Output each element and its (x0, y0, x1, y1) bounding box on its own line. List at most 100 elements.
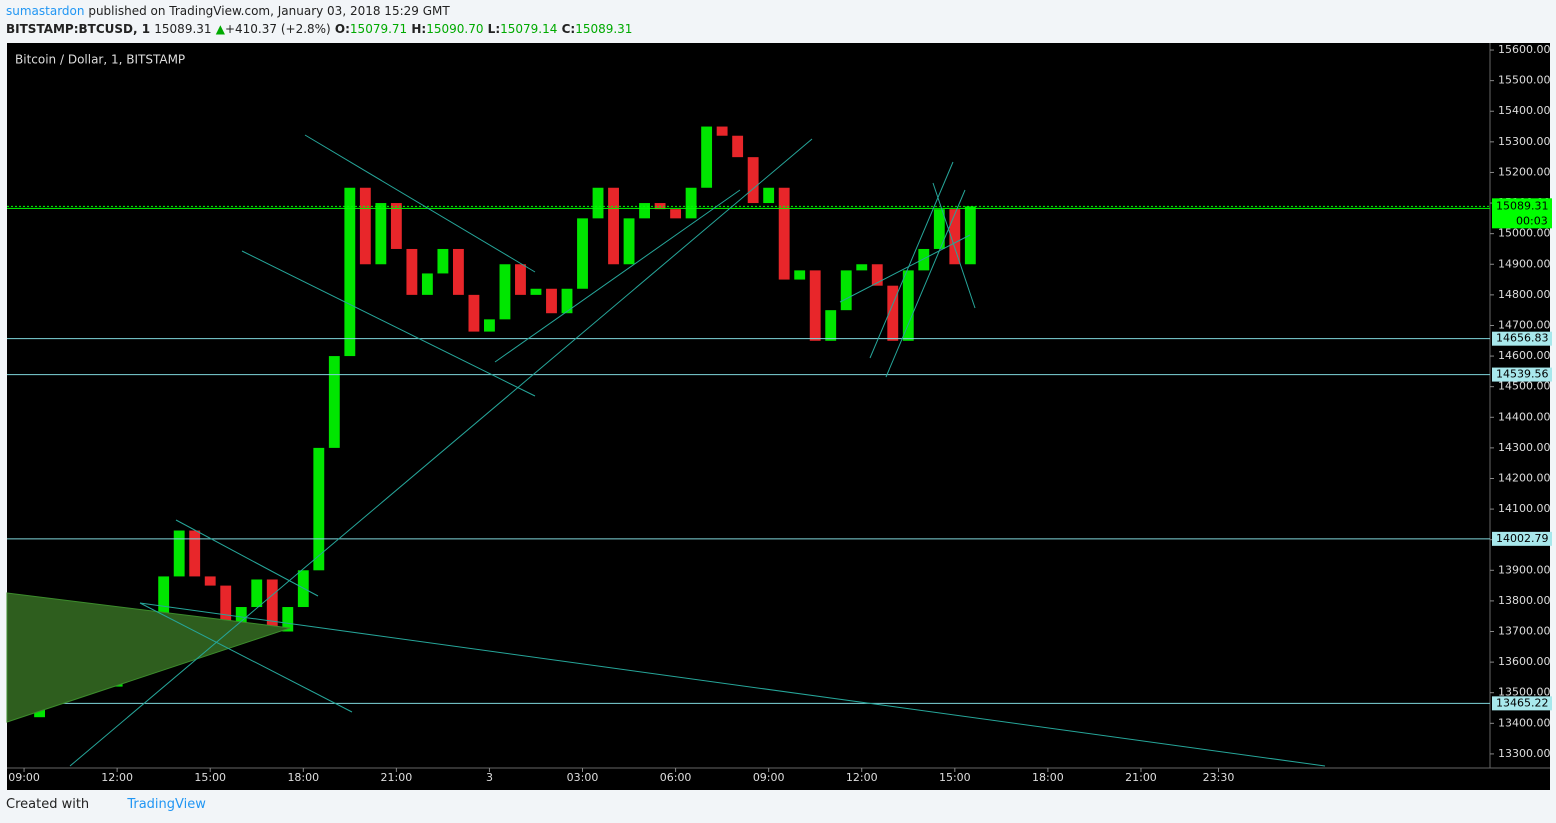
candle (685, 187, 697, 219)
candle (390, 203, 402, 249)
x-tick-label: 09:00 (8, 771, 40, 784)
candle (530, 288, 542, 295)
y-tick-label: 15500.00 (1498, 74, 1551, 87)
author[interactable]: sumastardon (6, 4, 85, 18)
candle (592, 187, 604, 219)
countdown: 00:03 (1516, 214, 1548, 227)
candle (902, 270, 914, 341)
candle (747, 157, 759, 204)
candle (266, 579, 278, 632)
candle (189, 530, 201, 577)
candle (639, 203, 650, 219)
trendline (139, 602, 1326, 767)
arrow: ▲ (215, 22, 225, 36)
x-tick-label: 23:30 (1203, 771, 1235, 784)
change: +410.37 (+2.8%) (224, 22, 331, 36)
candle (437, 248, 449, 274)
candle (887, 285, 899, 341)
y-tick-label: 14700.00 (1498, 318, 1551, 331)
trendline (494, 189, 741, 363)
candle (716, 126, 728, 136)
x-tick-label: 09:00 (753, 771, 785, 784)
drawings (6, 134, 1326, 767)
level-label: 14539.56 (1496, 368, 1549, 381)
candle (515, 264, 526, 295)
last-price-tag (1492, 198, 1552, 229)
x-tick-label: 12:00 (101, 771, 133, 784)
trendline (869, 161, 954, 359)
y-tick-label: 13600.00 (1498, 655, 1551, 668)
x-tick-label: 3 (486, 771, 493, 784)
brand[interactable]: TradingView (127, 797, 206, 812)
chart-bg (7, 43, 1550, 790)
y-tick-label: 14100.00 (1498, 502, 1551, 515)
candle (871, 264, 883, 286)
header-line: sumastardon published on TradingView.com… (6, 4, 450, 18)
x-tick-label: 03:00 (567, 771, 599, 784)
candle (918, 248, 930, 271)
candle (809, 270, 821, 341)
high: 15090.70 (426, 22, 484, 36)
l-label: L: (487, 22, 501, 36)
candle (670, 209, 682, 219)
candle (204, 576, 216, 586)
published: published on TradingView.com, January 03… (88, 4, 450, 18)
trendline (885, 189, 966, 378)
level-tag (1492, 367, 1552, 382)
y-tick-label: 14900.00 (1498, 257, 1551, 270)
candle (964, 206, 976, 265)
x-tick-label: 21:00 (381, 771, 413, 784)
open: 15079.71 (349, 22, 408, 36)
candle (794, 270, 806, 280)
candle (763, 187, 775, 204)
y-tick-label: 14400.00 (1498, 410, 1551, 423)
candle (344, 187, 356, 357)
y-tick-label: 13700.00 (1498, 625, 1551, 638)
level-label: 14002.79 (1496, 532, 1549, 545)
trendline (69, 138, 813, 767)
chart-title: Bitcoin / Dollar, 1, BITSTAMP (15, 53, 185, 67)
candle (375, 203, 387, 265)
y-tick-label: 15300.00 (1498, 135, 1551, 148)
candle (251, 579, 263, 608)
footer: Created with TradingView (6, 797, 206, 812)
x-tick-label: 15:00 (939, 771, 971, 784)
chart: Bitcoin / Dollar, 1, BITSTAMP 13300.00 13… (6, 43, 1552, 790)
candle (313, 447, 325, 571)
x-tick-label: 06:00 (660, 771, 692, 784)
y-tick-label: 13900.00 (1498, 563, 1551, 576)
close: 15089.31 (575, 22, 633, 36)
y-tick-label: 13500.00 (1498, 686, 1551, 699)
symbol: BITSTAMP:BTCUSD, 1 (6, 22, 151, 36)
trendline (241, 250, 536, 397)
c-label: C: (561, 22, 576, 36)
y-tick-label: 13800.00 (1498, 594, 1551, 607)
trendline (839, 234, 971, 303)
y-tick-label: 15200.00 (1498, 165, 1551, 178)
candle (732, 135, 744, 158)
y-tick-label: 13300.00 (1498, 747, 1551, 760)
x-tick-label: 15:00 (194, 771, 226, 784)
trendline (304, 134, 536, 273)
candle (421, 273, 433, 295)
y-tick-label: 13400.00 (1498, 716, 1551, 729)
low: 15079.14 (500, 22, 558, 36)
candle (468, 294, 480, 332)
level-label: 14656.83 (1496, 332, 1549, 345)
x-tick-label: 21:00 (1125, 771, 1157, 784)
last: 15089.31 (154, 22, 212, 36)
created: Created with (6, 797, 90, 812)
triangle (6, 592, 291, 723)
last-price-label: 15089.31 (1496, 199, 1549, 212)
level-tag (1492, 696, 1552, 711)
candle (701, 126, 713, 188)
candle (577, 218, 588, 289)
candle (840, 270, 852, 311)
candle (406, 248, 418, 295)
y-tick-label: 14500.00 (1498, 380, 1551, 393)
y-tick-label: 14800.00 (1498, 288, 1551, 301)
candle (173, 530, 185, 577)
y-tick-label: 15600.00 (1498, 43, 1551, 56)
candle (778, 187, 790, 280)
